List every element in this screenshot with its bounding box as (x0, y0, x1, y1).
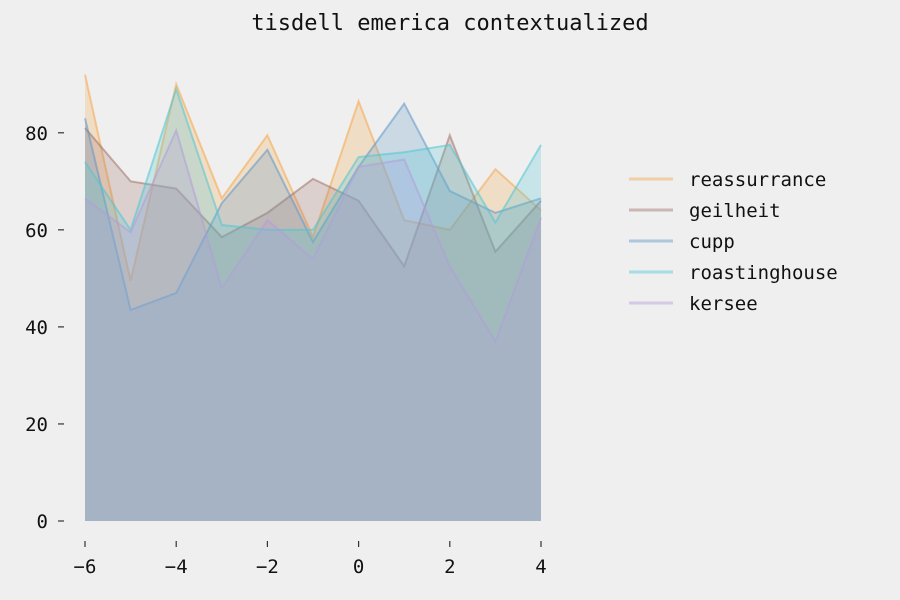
legend-label-roastinghouse: roastinghouse (689, 262, 838, 284)
area-geilheit (85, 127, 541, 522)
legend-label-geilheit: geilheit (689, 200, 781, 222)
legend-label-kersee: kersee (689, 293, 758, 315)
x-axis: −6 −4 −2 0 2 4 (74, 541, 547, 578)
y-tick-label: 40 (25, 317, 48, 339)
line-cupp (84, 101, 542, 312)
y-axis: 0 20 40 60 80 (25, 123, 64, 533)
y-tick-label: 60 (25, 220, 48, 242)
y-tick-label: 0 (37, 511, 48, 533)
x-tick-label: 4 (535, 556, 546, 578)
x-tick-label: 2 (444, 556, 455, 578)
y-tick-label: 20 (25, 414, 48, 436)
x-tick-label: −6 (74, 556, 97, 578)
legend-label-cupp: cupp (689, 231, 735, 253)
legend: reassurrance geilheit cupp roastinghouse ker… (629, 169, 838, 315)
line-reassurrance (84, 74, 542, 282)
area-kersee (85, 130, 541, 521)
line-roastinghouse (84, 85, 542, 233)
plot-area (84, 74, 542, 522)
x-tick-label: 0 (353, 556, 364, 578)
x-tick-label: −4 (165, 556, 188, 578)
chart-title: tisdell emerica contextualized (251, 11, 648, 36)
x-tick-label: −2 (256, 556, 279, 578)
area-reassurrance (85, 74, 541, 521)
legend-label-reassurrance: reassurrance (689, 169, 826, 191)
area-cupp (85, 103, 541, 522)
line-kersee (84, 127, 542, 344)
line-geilheit (84, 127, 542, 269)
y-tick-label: 80 (25, 123, 48, 145)
area-roastinghouse (85, 89, 541, 522)
